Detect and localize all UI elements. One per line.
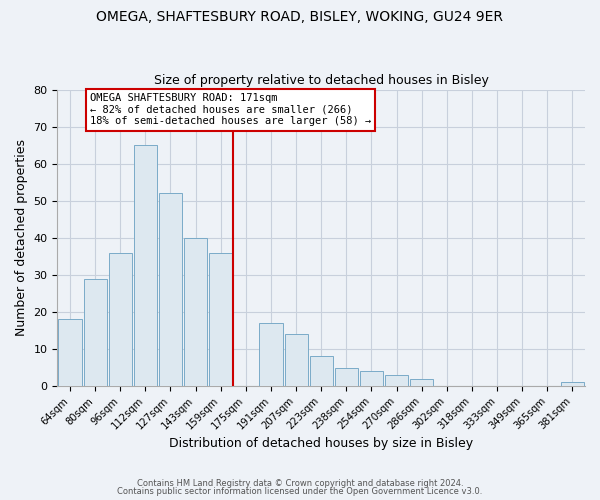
Text: Contains public sector information licensed under the Open Government Licence v3: Contains public sector information licen…: [118, 487, 482, 496]
Bar: [335, 368, 358, 386]
Bar: [83, 278, 107, 386]
Bar: [259, 323, 283, 386]
Bar: [310, 356, 333, 386]
Text: OMEGA, SHAFTESBURY ROAD, BISLEY, WOKING, GU24 9ER: OMEGA, SHAFTESBURY ROAD, BISLEY, WOKING,…: [97, 10, 503, 24]
Bar: [360, 372, 383, 386]
Bar: [284, 334, 308, 386]
Text: Contains HM Land Registry data © Crown copyright and database right 2024.: Contains HM Land Registry data © Crown c…: [137, 478, 463, 488]
Bar: [184, 238, 207, 386]
Y-axis label: Number of detached properties: Number of detached properties: [15, 140, 28, 336]
Bar: [209, 252, 232, 386]
Bar: [134, 145, 157, 386]
Bar: [410, 378, 433, 386]
Bar: [561, 382, 584, 386]
Bar: [385, 375, 408, 386]
Bar: [109, 252, 132, 386]
Bar: [58, 320, 82, 386]
Title: Size of property relative to detached houses in Bisley: Size of property relative to detached ho…: [154, 74, 488, 87]
X-axis label: Distribution of detached houses by size in Bisley: Distribution of detached houses by size …: [169, 437, 473, 450]
Bar: [159, 194, 182, 386]
Text: OMEGA SHAFTESBURY ROAD: 171sqm
← 82% of detached houses are smaller (266)
18% of: OMEGA SHAFTESBURY ROAD: 171sqm ← 82% of …: [90, 94, 371, 126]
